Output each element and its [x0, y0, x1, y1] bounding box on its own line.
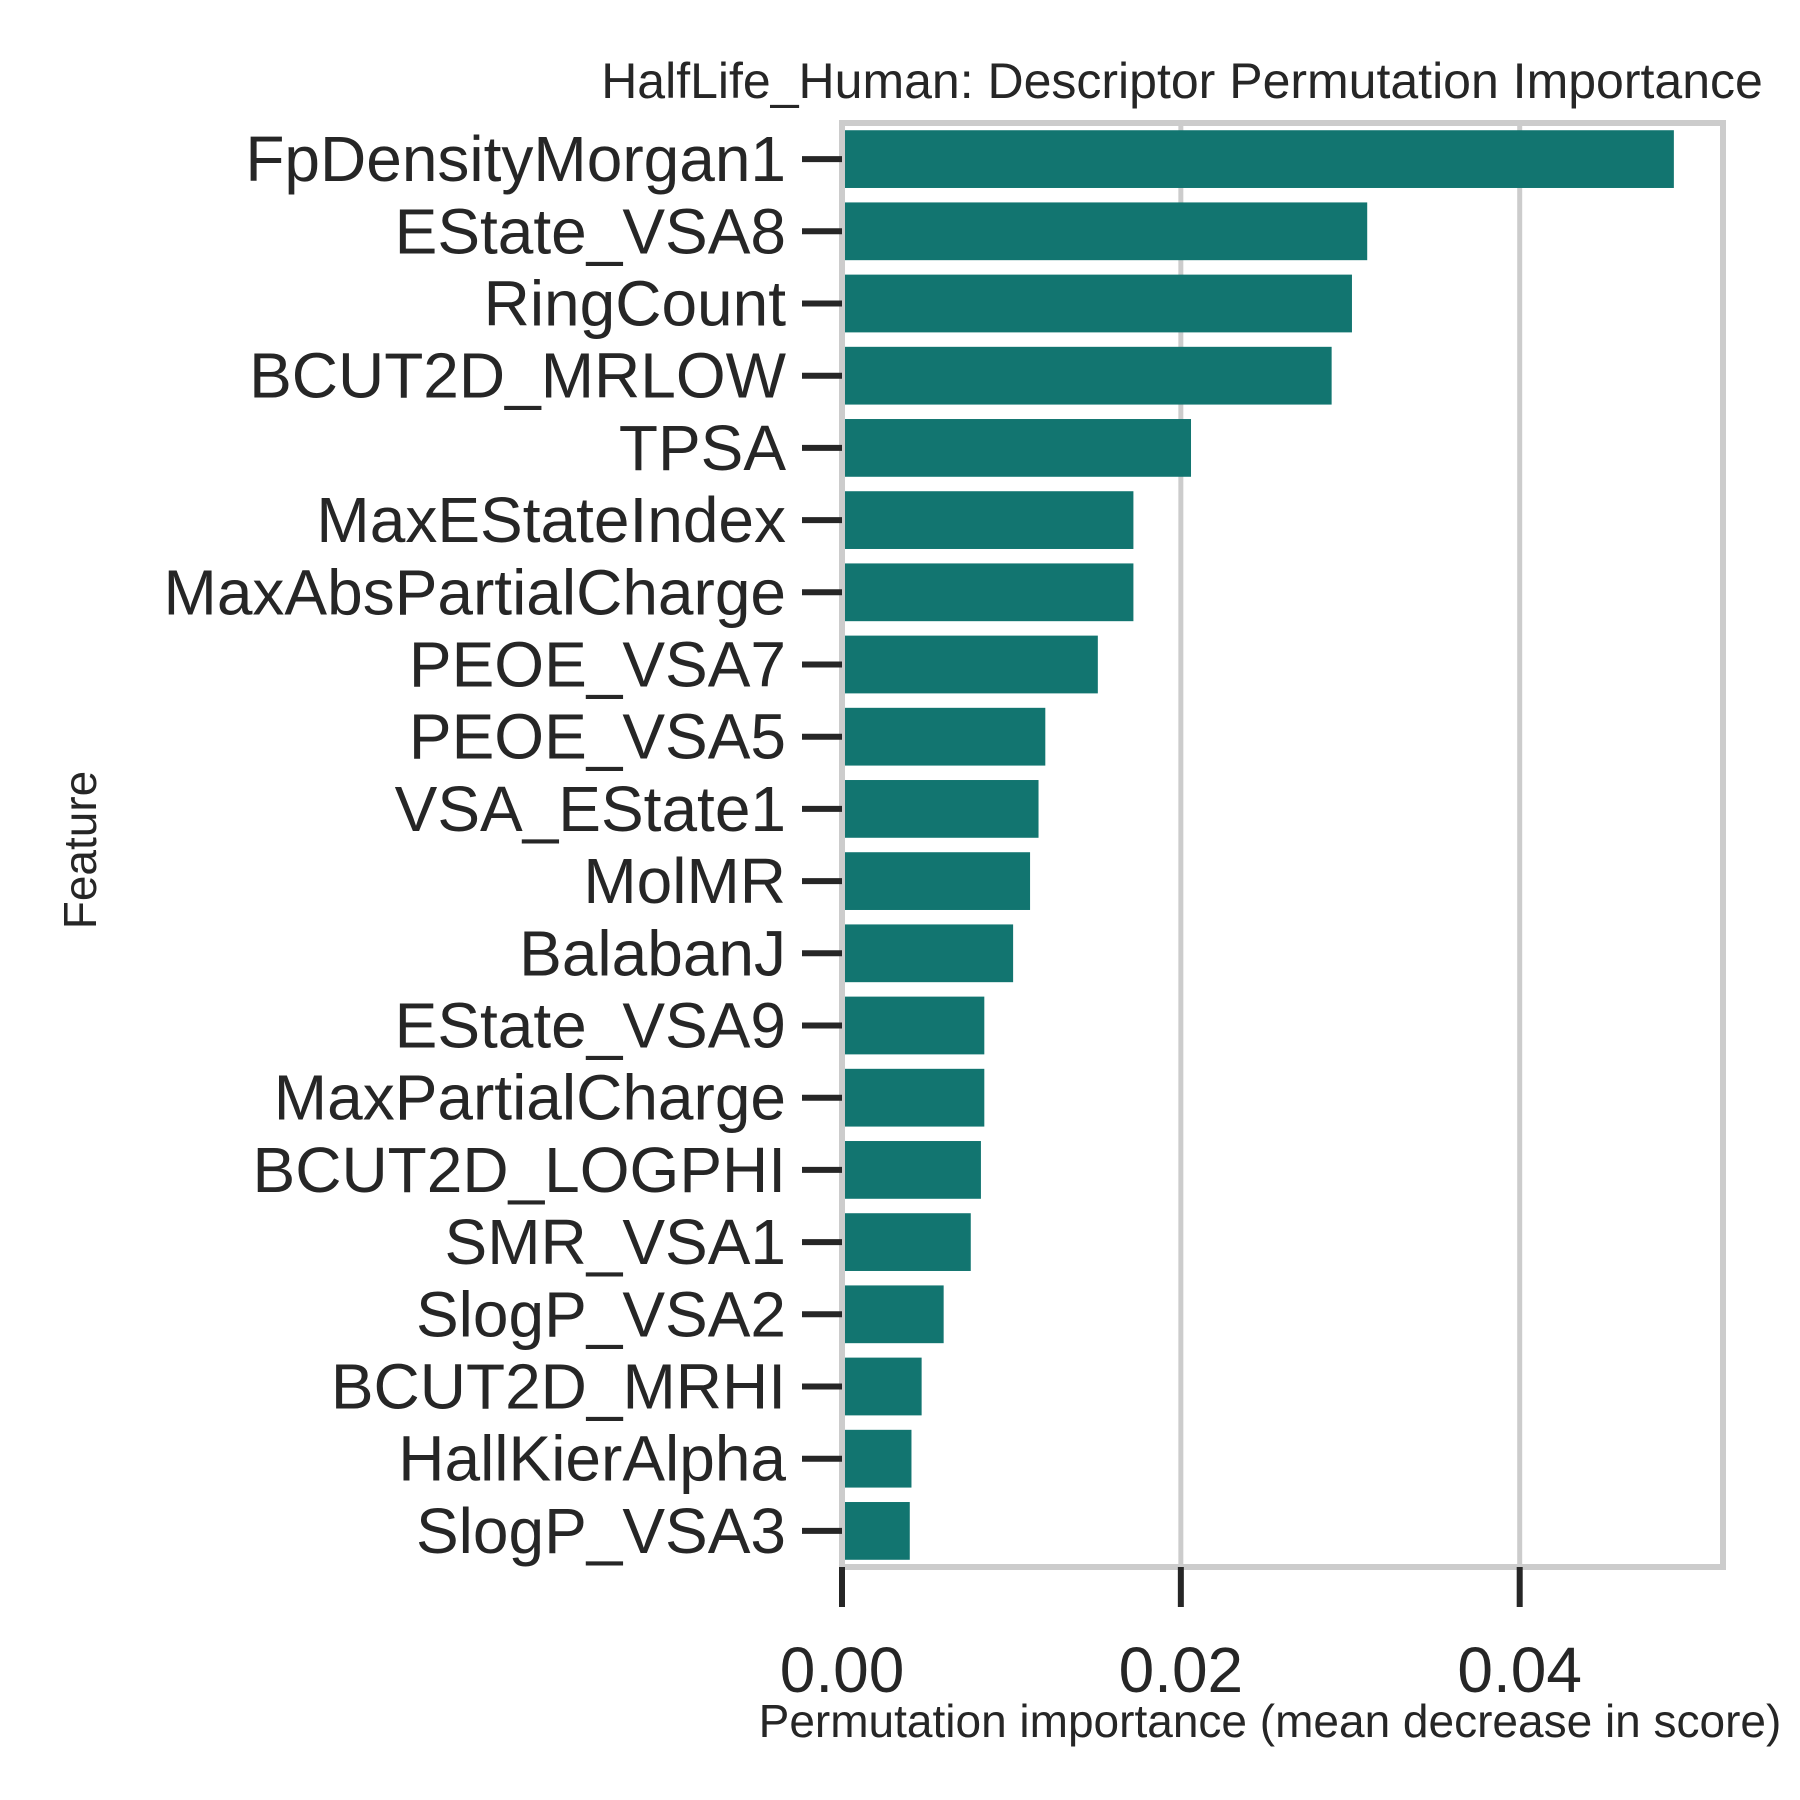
y-tick-label: VSA_EState1	[395, 773, 786, 845]
y-axis-label: Feature	[54, 771, 106, 930]
y-tick-label: PEOE_VSA7	[409, 629, 786, 701]
y-tick-label: MaxEStateIndex	[316, 484, 786, 556]
bar	[842, 707, 1046, 766]
y-tick-label: SlogP_VSA3	[416, 1495, 786, 1567]
y-tick-label: BCUT2D_MRLOW	[249, 340, 787, 412]
x-tick-label: 0.04	[1457, 1634, 1582, 1706]
y-tick-label: SMR_VSA1	[445, 1206, 786, 1278]
xtick-layer: 0.00 0.02 0.04	[780, 1567, 1582, 1706]
y-tick-label: EState_VSA9	[395, 990, 786, 1062]
bar	[842, 1502, 910, 1560]
bar	[842, 780, 1039, 838]
y-tick-label: FpDensityMorgan1	[245, 123, 786, 195]
bar	[842, 419, 1192, 477]
x-axis-label: Permutation importance (mean decrease in…	[759, 1695, 1782, 1747]
y-tick-label: MaxAbsPartialCharge	[164, 556, 787, 628]
y-tick-label: BCUT2D_MRHI	[331, 1351, 786, 1423]
x-tick-label: 0.02	[1119, 1634, 1244, 1706]
bar	[842, 1213, 971, 1271]
bar	[842, 1285, 944, 1344]
bar	[842, 491, 1134, 549]
bar	[842, 852, 1031, 910]
y-tick-label: MaxPartialCharge	[274, 1062, 786, 1134]
bar	[842, 130, 1674, 188]
bar	[842, 924, 1014, 983]
y-tick-label: TPSA	[619, 412, 786, 484]
y-tick-label: HallKierAlpha	[398, 1423, 786, 1495]
bar	[842, 1429, 912, 1488]
y-tick-label: RingCount	[484, 268, 787, 340]
bar	[842, 635, 1098, 694]
y-tick-label: MolMR	[583, 845, 786, 917]
bar	[842, 274, 1352, 333]
bar	[842, 346, 1332, 405]
bar	[842, 1068, 985, 1127]
chart-title: HalfLife_Human: Descriptor Permutation I…	[601, 53, 1763, 109]
y-tick-label: BCUT2D_LOGPHI	[253, 1134, 786, 1206]
grid-layer	[1178, 123, 1523, 1567]
bar-layer	[842, 130, 1674, 1560]
bar	[842, 563, 1134, 622]
ytick-layer: FpDensityMorgan1EState_VSA8RingCountBCUT…	[164, 123, 842, 1567]
plot-frame	[839, 120, 1726, 1570]
y-tick-label: SlogP_VSA2	[416, 1278, 786, 1350]
bar	[842, 1141, 981, 1199]
y-tick-label: EState_VSA8	[395, 195, 786, 267]
bar	[842, 1357, 922, 1416]
x-tick-label: 0.00	[780, 1634, 905, 1706]
y-tick-label: BalabanJ	[519, 917, 786, 989]
bar	[842, 202, 1368, 261]
bar	[842, 996, 985, 1055]
y-tick-label: PEOE_VSA5	[409, 701, 786, 773]
